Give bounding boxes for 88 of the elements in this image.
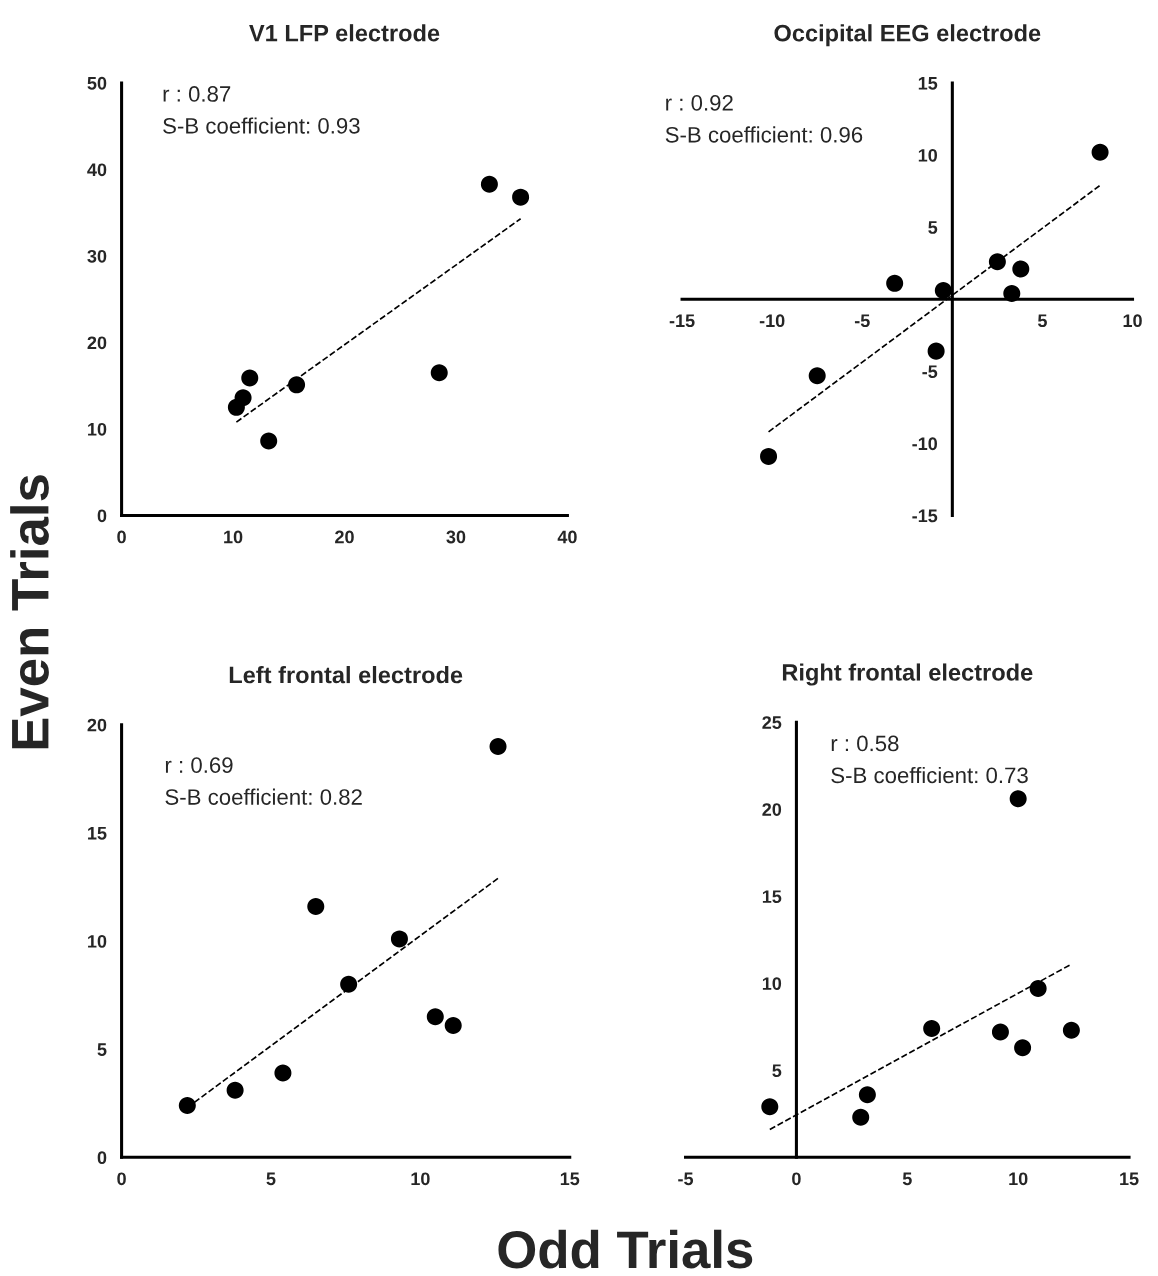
chart-title: V1 LFP electrode (249, 24, 440, 42)
point (390, 930, 408, 948)
point (430, 364, 448, 382)
x-tick-label: 0 (117, 1172, 126, 1186)
point (927, 342, 945, 360)
x-tick-label: 20 (335, 530, 354, 544)
point (489, 737, 507, 755)
annotation: r : 0.92 (666, 95, 733, 111)
x-tick-label: 0 (117, 530, 126, 544)
point (307, 897, 325, 915)
x-tick-label: 0 (792, 1172, 801, 1186)
point (226, 1081, 244, 1099)
chart-title: Right frontal electrode (782, 663, 1033, 686)
annotation: S-B coefficient: 0.96 (665, 126, 863, 143)
point (934, 282, 952, 300)
point (178, 1096, 196, 1114)
y-tick-label: 15 (88, 827, 107, 840)
y-tick-label: 40 (87, 163, 107, 177)
point (288, 376, 306, 394)
point (1062, 1021, 1080, 1039)
x-tick-label: -5 (678, 1172, 694, 1186)
annotation: S-B coefficient: 0.93 (163, 117, 360, 134)
point (1003, 284, 1021, 302)
point (1091, 143, 1109, 161)
y-tick-label: 5 (772, 1064, 782, 1078)
x-tick-label: 15 (1120, 1172, 1139, 1186)
y-tick-label: -10 (912, 437, 938, 451)
y-tick-label: 20 (762, 803, 782, 816)
y-tick-label: 5 (97, 1043, 107, 1056)
x-tick-label: 5 (266, 1172, 276, 1186)
annotation: S-B coefficient: 0.73 (831, 766, 1028, 784)
y-tick-label: 10 (88, 934, 107, 948)
point (858, 1086, 876, 1104)
x-tick-label: 10 (224, 530, 243, 544)
y-tick-label: 10 (762, 977, 782, 991)
x-tick-label: 5 (1037, 314, 1047, 328)
y-tick-label: -5 (922, 365, 938, 379)
point (761, 1098, 779, 1116)
annotation: r : 0.87 (163, 86, 231, 102)
point (852, 1108, 870, 1126)
point (241, 369, 259, 387)
x-tick-label: 10 (1123, 314, 1142, 328)
point (274, 1064, 292, 1082)
annotation: r : 0.69 (165, 757, 233, 773)
point (886, 274, 904, 292)
point (444, 1016, 462, 1034)
y-tick-label: 20 (87, 336, 107, 350)
point (991, 1023, 1009, 1041)
point (988, 253, 1006, 271)
x-tick-label: 15 (560, 1172, 580, 1186)
y-tick-label: 0 (97, 1151, 107, 1165)
x-tick-label: 10 (1009, 1172, 1028, 1186)
point (340, 975, 358, 993)
y-tick-label: 50 (87, 76, 107, 90)
point (760, 447, 778, 465)
chart-title: Occipital EEG electrode (774, 24, 1041, 47)
point (260, 432, 278, 450)
annotation: S-B coefficient: 0.82 (165, 788, 362, 805)
x-tick-label: 10 (411, 1172, 430, 1186)
x-tick-label: 30 (446, 530, 466, 544)
point (234, 389, 252, 407)
y-tick-label: 15 (918, 77, 938, 90)
y-tick-label: 10 (88, 422, 107, 436)
point (923, 1020, 941, 1038)
y-axis-title: Even Trials (10, 475, 49, 749)
x-tick-label: -15 (669, 314, 695, 328)
point (512, 188, 530, 206)
point (480, 175, 498, 193)
point (1029, 980, 1047, 998)
point (1014, 1039, 1032, 1057)
point (808, 367, 826, 385)
x-tick-label: 40 (557, 530, 577, 544)
y-tick-label: 25 (762, 716, 782, 729)
y-tick-label: 5 (928, 221, 938, 234)
y-tick-label: 15 (762, 890, 782, 903)
y-tick-label: 0 (97, 509, 107, 523)
point (1012, 260, 1030, 278)
x-axis-title: Odd Trials (498, 1229, 753, 1269)
x-tick-label: 5 (902, 1172, 912, 1186)
annotation: r : 0.58 (831, 735, 899, 752)
y-tick-label: 10 (918, 148, 938, 162)
point (1009, 790, 1027, 808)
y-tick-label: -15 (912, 509, 938, 523)
point (426, 1008, 444, 1026)
x-tick-label: -5 (854, 314, 870, 328)
y-tick-label: 20 (87, 718, 107, 732)
y-tick-label: 30 (87, 249, 107, 263)
chart-title: Left frontal electrode (229, 665, 463, 684)
